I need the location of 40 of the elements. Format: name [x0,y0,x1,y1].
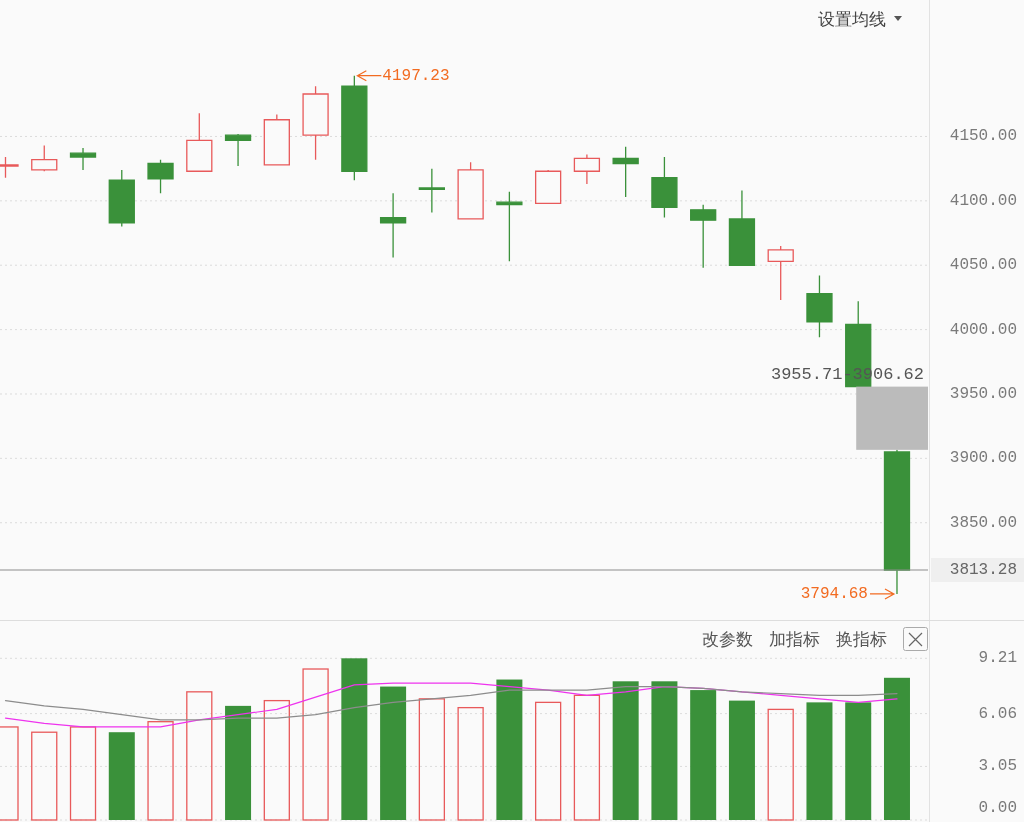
candlestick [108,169,135,228]
y-tick-label: 3950.00 [949,384,1017,403]
text: 换指标 [836,629,887,649]
candlestick [767,245,794,301]
candlestick [69,147,97,171]
annotation: 设置均线 [818,9,886,29]
candlestick [728,189,756,266]
y-tick-label: 9.21 [978,649,1017,668]
candlestick [883,449,911,595]
y-tick-label: 4050.00 [949,256,1017,275]
candlestick [690,204,717,269]
candlestick [224,133,252,167]
text: 改参数 [702,629,753,649]
candlestick [31,144,58,172]
candlestick [457,161,484,220]
candlestick [341,75,368,181]
candlestick [496,191,523,263]
candlestick [379,192,407,259]
y-tick-label: 0.00 [978,799,1017,817]
y-tick-label: 6.06 [978,704,1017,723]
candlestick [651,156,678,219]
candlestick [302,85,329,161]
candlestick [806,274,833,338]
candlestick [186,112,213,172]
y-tick-label: 4150.00 [949,127,1017,146]
ref-line-label: 3813.28 [949,561,1017,579]
y-tick-label: 3850.00 [949,513,1017,532]
candlestick [534,169,562,205]
candlestick [418,168,446,214]
text: 加指标 [769,629,820,649]
annotation: 3794.68 [800,584,868,603]
y-tick-label: 3900.00 [949,449,1017,468]
candlestick [612,146,639,198]
annotation: 4197.23 [382,66,450,85]
candlestick [263,113,290,166]
y-tick-label: 4000.00 [949,320,1017,339]
y-tick-label: 4100.00 [949,191,1017,210]
candlestick [147,159,174,194]
candlestick [573,153,601,185]
y-tick-label: 3.05 [978,757,1017,776]
